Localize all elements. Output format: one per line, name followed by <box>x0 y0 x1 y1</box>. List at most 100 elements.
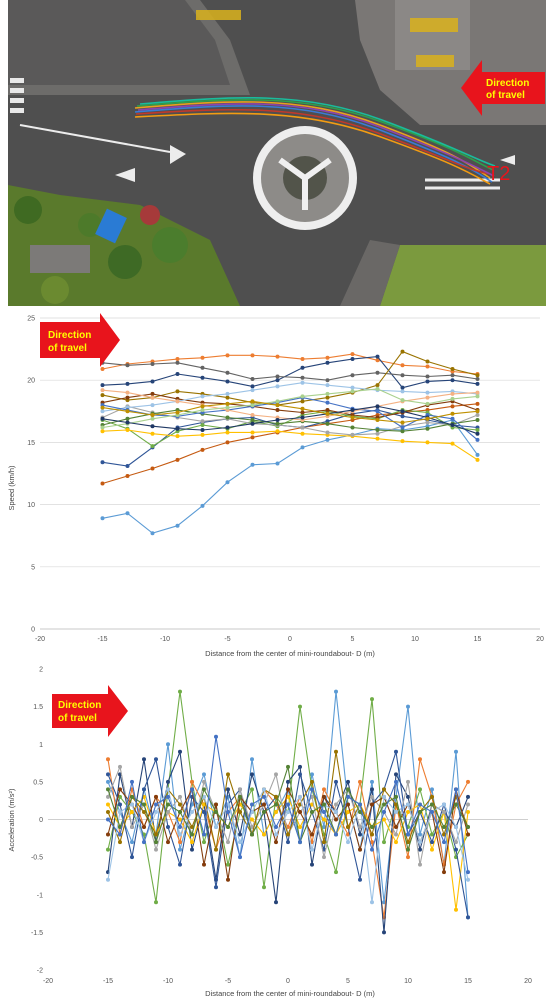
data-point <box>394 832 398 837</box>
data-point <box>150 431 155 436</box>
arrow-marking-right <box>500 155 515 165</box>
series-9 <box>100 360 480 383</box>
data-point <box>430 802 434 807</box>
speed-chart: 0 5 10 15 20 25 -20 -15 -10 -5 0 5 10 15 20 Speed (km/… <box>7 313 544 658</box>
data-point <box>154 809 158 814</box>
series-18 <box>100 399 480 425</box>
data-point <box>202 832 206 837</box>
data-point <box>430 832 434 837</box>
bush-4 <box>152 227 188 263</box>
trajectories <box>134 97 496 185</box>
data-point <box>325 430 330 435</box>
x-tick-label: -15 <box>97 636 107 643</box>
data-point <box>226 809 230 814</box>
data-point <box>310 862 314 867</box>
data-point <box>466 802 470 807</box>
data-point <box>118 802 122 807</box>
data-point <box>175 434 180 439</box>
data-point <box>262 809 266 814</box>
data-point <box>350 425 355 430</box>
data-point <box>430 840 434 845</box>
data-point <box>382 802 386 807</box>
data-point <box>400 349 405 354</box>
data-point <box>166 802 170 807</box>
data-point <box>466 832 470 837</box>
data-point <box>154 802 158 807</box>
data-point <box>130 809 134 814</box>
data-point <box>100 367 105 372</box>
data-point <box>350 385 355 390</box>
data-point <box>200 419 205 424</box>
data-point <box>100 481 105 486</box>
data-point <box>250 376 255 381</box>
accel-arrow-text-line2: of travel <box>58 713 97 724</box>
data-point <box>370 779 374 784</box>
x-tick-label: 5 <box>351 636 355 643</box>
data-point <box>430 847 434 852</box>
data-point <box>125 420 130 425</box>
data-point <box>225 430 230 435</box>
y-tick-label: -1.5 <box>31 930 43 937</box>
y-tick-label: 0.5 <box>33 779 43 786</box>
data-point <box>310 832 314 837</box>
data-point <box>382 930 386 935</box>
data-point <box>418 862 422 867</box>
data-point <box>250 421 255 426</box>
data-point <box>418 809 422 814</box>
data-point <box>154 757 158 762</box>
y-tick-label: 0 <box>39 817 43 824</box>
data-point <box>150 413 155 418</box>
data-point <box>250 418 255 423</box>
data-point <box>262 787 266 792</box>
data-point <box>200 408 205 413</box>
data-point <box>406 809 410 814</box>
data-point <box>250 430 255 435</box>
data-point <box>475 390 480 395</box>
data-point <box>475 373 480 378</box>
data-point <box>150 466 155 471</box>
x-tick-label: -5 <box>225 978 231 985</box>
data-point <box>442 802 446 807</box>
data-point <box>100 416 105 421</box>
data-point <box>125 473 130 478</box>
data-point <box>298 825 302 830</box>
data-point <box>325 391 330 396</box>
data-point <box>298 840 302 845</box>
data-point <box>382 840 386 845</box>
data-point <box>226 862 230 867</box>
data-point <box>346 809 350 814</box>
data-point <box>346 825 350 830</box>
data-point <box>130 802 134 807</box>
data-point <box>334 689 338 694</box>
y-tick-label: 5 <box>31 564 35 571</box>
data-point <box>200 432 205 437</box>
data-point <box>166 787 170 792</box>
data-point <box>262 832 266 837</box>
y-tick-label: -0.5 <box>31 855 43 862</box>
series-1 <box>100 418 480 536</box>
data-point <box>370 825 374 830</box>
data-point <box>175 523 180 528</box>
data-point <box>454 787 458 792</box>
data-point <box>442 825 446 830</box>
data-point <box>225 353 230 358</box>
x-tick-label: -20 <box>35 636 45 643</box>
data-point <box>466 870 470 875</box>
data-point <box>154 840 158 845</box>
data-point <box>190 779 194 784</box>
data-point <box>238 840 242 845</box>
data-point <box>406 855 410 860</box>
data-point <box>200 355 205 360</box>
data-point <box>358 847 362 852</box>
data-point <box>274 832 278 837</box>
data-point <box>425 364 430 369</box>
data-point <box>475 427 480 432</box>
data-point <box>190 825 194 830</box>
data-point <box>225 405 230 410</box>
data-point <box>334 870 338 875</box>
data-point <box>406 779 410 784</box>
data-point <box>300 415 305 420</box>
data-point <box>475 381 480 386</box>
data-point <box>350 373 355 378</box>
data-point <box>325 408 330 413</box>
